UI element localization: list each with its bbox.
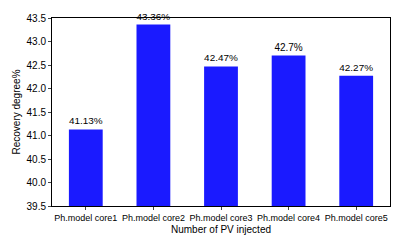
svg-text:Ph.model core3: Ph.model core3 xyxy=(189,213,252,223)
svg-text:43.36%: 43.36% xyxy=(137,11,171,22)
svg-text:43.0: 43.0 xyxy=(27,36,47,47)
svg-text:41.5: 41.5 xyxy=(27,107,47,118)
svg-text:Recovery degree%: Recovery degree% xyxy=(11,69,22,154)
svg-text:42.27%: 42.27% xyxy=(339,62,373,73)
svg-text:40.0: 40.0 xyxy=(27,177,47,188)
svg-text:Ph.model core4: Ph.model core4 xyxy=(257,213,320,223)
svg-text:Ph.model core5: Ph.model core5 xyxy=(325,213,388,223)
svg-text:40.5: 40.5 xyxy=(27,154,47,165)
svg-text:42.7%: 42.7% xyxy=(274,42,302,53)
svg-text:41.0: 41.0 xyxy=(27,130,47,141)
svg-text:Number of PV injected: Number of PV injected xyxy=(171,224,271,235)
svg-text:42.47%: 42.47% xyxy=(204,52,238,63)
svg-text:39.5: 39.5 xyxy=(27,201,47,212)
svg-text:Ph.model core2: Ph.model core2 xyxy=(122,213,185,223)
svg-text:42.0: 42.0 xyxy=(27,83,47,94)
svg-text:43.5: 43.5 xyxy=(27,13,47,24)
svg-text:Ph.model core1: Ph.model core1 xyxy=(54,213,117,223)
svg-text:42.5: 42.5 xyxy=(27,60,47,71)
svg-text:41.13%: 41.13% xyxy=(69,115,103,126)
